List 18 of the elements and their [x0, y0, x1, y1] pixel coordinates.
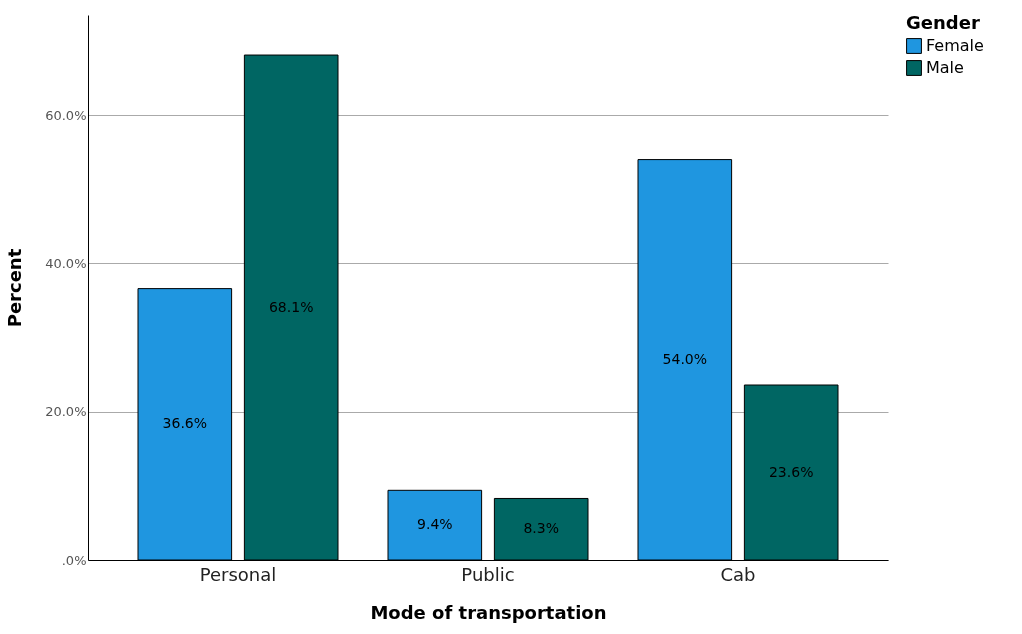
- data-label: 68.1%: [268, 298, 314, 315]
- legend-label: Male: [926, 58, 964, 77]
- y-tick-label: 20.0%: [45, 404, 87, 420]
- legend-title: Gender: [906, 12, 980, 33]
- data-label: 36.6%: [162, 415, 208, 432]
- x-axis-title: Mode of transportation: [370, 601, 607, 623]
- data-label: 23.6%: [768, 463, 814, 480]
- data-label: 9.4%: [417, 516, 453, 533]
- y-tick-label: .0%: [61, 552, 87, 568]
- x-tick-label: Personal: [199, 563, 277, 585]
- y-tick-label: 40.0%: [45, 255, 87, 271]
- data-label: 8.3%: [523, 520, 559, 537]
- x-tick-label: Cab: [720, 563, 756, 585]
- legend-label: Female: [926, 36, 984, 55]
- data-label: 54.0%: [662, 350, 708, 367]
- x-tick-label: Public: [461, 563, 515, 585]
- y-tick-label: 60.0%: [45, 107, 87, 123]
- y-axis-title: Percent: [4, 248, 26, 328]
